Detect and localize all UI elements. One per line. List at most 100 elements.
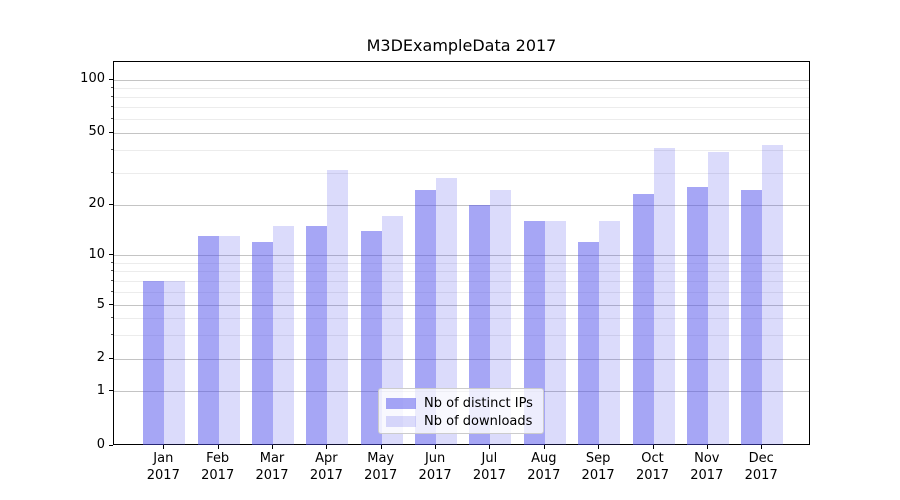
y-tick-minor — [111, 95, 113, 97]
bar-distinct-ips-nov — [686, 187, 708, 445]
bar-distinct-ips-jun — [415, 190, 437, 445]
chart-title: M3DExampleData 2017 — [366, 36, 557, 55]
y-tick-minor — [111, 317, 113, 318]
bar-downloads-nov — [707, 152, 729, 445]
y-tick — [109, 254, 113, 255]
gridline-minor — [114, 262, 809, 264]
y-tick-minor — [111, 279, 113, 281]
y-tick — [109, 444, 113, 446]
legend-swatch-distinct-ips — [386, 397, 416, 409]
x-tick-label-jun: Jun 2017 — [418, 451, 452, 483]
bar-downloads-dec — [762, 144, 784, 445]
x-tick — [163, 445, 165, 449]
y-tick — [109, 304, 113, 305]
bar-distinct-ips-may — [360, 230, 382, 445]
x-tick — [435, 445, 437, 449]
x-tick — [598, 445, 600, 449]
gridline-minor — [114, 96, 809, 98]
bar-downloads-aug — [544, 220, 566, 445]
bar-distinct-ips-dec — [741, 190, 763, 445]
y-tick-minor — [111, 333, 113, 335]
gridline-major — [114, 358, 809, 360]
x-tick — [217, 445, 219, 449]
y-tick-label: 10 — [88, 246, 105, 262]
legend-item-downloads: Nb of downloads — [386, 412, 543, 430]
x-tick — [706, 445, 708, 449]
gridline-minor — [114, 87, 809, 89]
bar-downloads-feb — [218, 235, 240, 445]
x-tick — [652, 445, 654, 449]
y-tick-minor — [111, 149, 113, 151]
gridline-minor — [114, 118, 809, 120]
bar-downloads-apr — [327, 170, 349, 445]
y-tick-label: 2 — [96, 350, 105, 365]
gridline-minor — [114, 172, 809, 174]
gridline-major — [114, 255, 809, 256]
y-tick — [109, 390, 113, 391]
bar-distinct-ips-feb — [197, 235, 219, 445]
bar-distinct-ips-sep — [578, 241, 600, 445]
y-tick-minor — [111, 171, 113, 173]
y-tick-label: 20 — [88, 196, 105, 211]
gridline-major — [114, 79, 809, 81]
gridline-major — [114, 305, 809, 306]
x-tick-label-jul: Jul 2017 — [472, 451, 506, 483]
bar-distinct-ips-jul — [469, 204, 491, 445]
bar-downloads-jun — [436, 178, 458, 445]
x-tick-label-feb: Feb 2017 — [201, 451, 235, 483]
legend: Nb of distinct IPs Nb of downloads — [378, 388, 544, 434]
y-tick-label: 50 — [88, 124, 105, 140]
x-tick — [489, 445, 491, 449]
x-tick-label-aug: Aug 2017 — [527, 451, 561, 483]
y-tick — [109, 203, 113, 205]
bar-downloads-mar — [273, 225, 294, 445]
gridline-minor — [114, 271, 809, 273]
x-tick — [326, 445, 328, 449]
x-tick-label-may: May 2017 — [364, 451, 398, 483]
x-tick-label-oct: Oct 2017 — [635, 451, 670, 483]
x-tick — [380, 445, 382, 449]
bar-distinct-ips-oct — [632, 193, 654, 445]
gridline-major — [114, 204, 809, 206]
legend-swatch-downloads — [386, 415, 416, 427]
gridline-minor — [114, 280, 809, 282]
legend-label-downloads: Nb of downloads — [424, 413, 533, 429]
plot-area — [113, 61, 810, 445]
y-tick-minor — [111, 270, 113, 272]
y-tick-label: 100 — [80, 71, 105, 87]
bar-downloads-may — [381, 216, 403, 445]
bar-downloads-jul — [490, 190, 512, 445]
y-tick — [109, 131, 113, 133]
bar-downloads-jan — [164, 280, 186, 445]
gridline-minor — [114, 334, 809, 336]
y-tick-label: 0 — [96, 437, 105, 452]
legend-label-distinct-ips: Nb of distinct IPs — [424, 395, 533, 411]
legend-item-distinct-ips: Nb of distinct IPs — [386, 394, 543, 412]
y-tick-minor — [111, 86, 113, 88]
x-tick — [543, 445, 545, 449]
gridline-minor — [114, 150, 809, 152]
bar-downloads-sep — [599, 220, 621, 445]
gridline-minor — [114, 318, 809, 319]
bar-distinct-ips-mar — [252, 241, 273, 445]
x-tick-label-dec: Dec 2017 — [744, 451, 778, 483]
y-tick — [109, 78, 113, 80]
bar-downloads-oct — [653, 148, 675, 445]
y-tick-minor — [111, 290, 113, 292]
y-tick — [109, 357, 113, 359]
y-tick-label: 5 — [96, 296, 105, 312]
y-tick-minor — [111, 106, 113, 108]
bar-distinct-ips-apr — [306, 225, 328, 445]
x-tick-label-nov: Nov 2017 — [690, 451, 724, 483]
x-tick-label-sep: Sep 2017 — [581, 451, 615, 483]
y-tick-label: 1 — [96, 382, 105, 398]
gridline-minor — [114, 107, 809, 109]
y-tick-minor — [111, 261, 113, 263]
gridline-major — [114, 132, 809, 134]
x-tick-label-apr: Apr 2017 — [309, 451, 343, 483]
bar-distinct-ips-jan — [143, 280, 165, 445]
x-tick-label-mar: Mar 2017 — [255, 451, 289, 483]
y-tick-minor — [111, 117, 113, 119]
x-tick — [761, 445, 763, 449]
